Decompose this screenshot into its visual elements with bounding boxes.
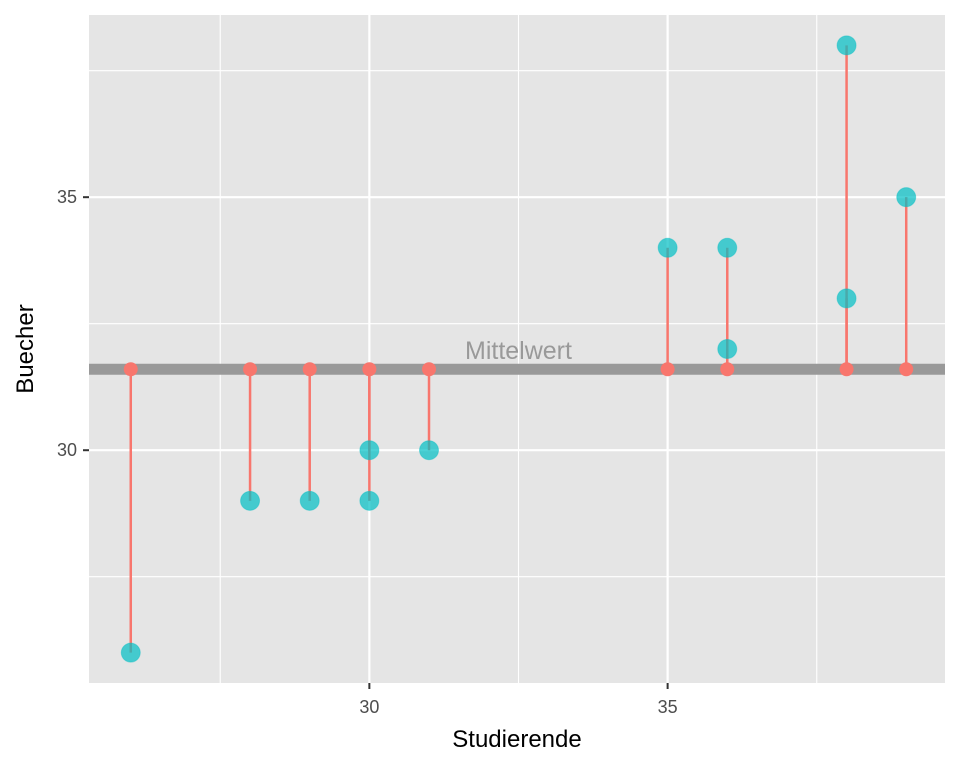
- mean-label: Mittelwert: [465, 337, 572, 365]
- data-point: [836, 288, 857, 309]
- data-point: [717, 237, 738, 258]
- major-gridlines: [89, 15, 945, 683]
- data-points: [120, 35, 917, 663]
- plot-panel: [89, 15, 945, 683]
- data-point: [120, 642, 141, 663]
- data-point: [717, 339, 738, 359]
- mean-point: [422, 362, 437, 377]
- mean-point: [660, 362, 675, 377]
- y-axis: 30 35: [57, 187, 89, 460]
- mean-point: [243, 362, 258, 377]
- mean-point: [720, 362, 735, 377]
- mean-point: [839, 362, 854, 377]
- minor-gridlines: [89, 15, 945, 683]
- y-axis-title: Buecher: [12, 304, 39, 393]
- mean-points: [123, 362, 914, 377]
- data-point: [419, 440, 440, 461]
- x-tick-label: 30: [359, 697, 379, 717]
- mean-point: [899, 362, 914, 377]
- x-axis: 30 35: [359, 683, 678, 717]
- data-point: [359, 440, 380, 461]
- mean-point: [302, 362, 317, 377]
- data-point: [657, 237, 678, 258]
- mean-point: [362, 362, 377, 377]
- data-point: [359, 490, 380, 511]
- x-axis-title: Studierende: [452, 726, 581, 753]
- data-point: [299, 490, 320, 511]
- y-tick-label: 35: [57, 187, 77, 207]
- data-point: [896, 187, 917, 208]
- data-point: [240, 490, 261, 511]
- y-tick-label: 30: [57, 440, 77, 460]
- data-point: [836, 35, 857, 56]
- x-tick-label: 35: [658, 697, 678, 717]
- mean-point: [123, 362, 138, 377]
